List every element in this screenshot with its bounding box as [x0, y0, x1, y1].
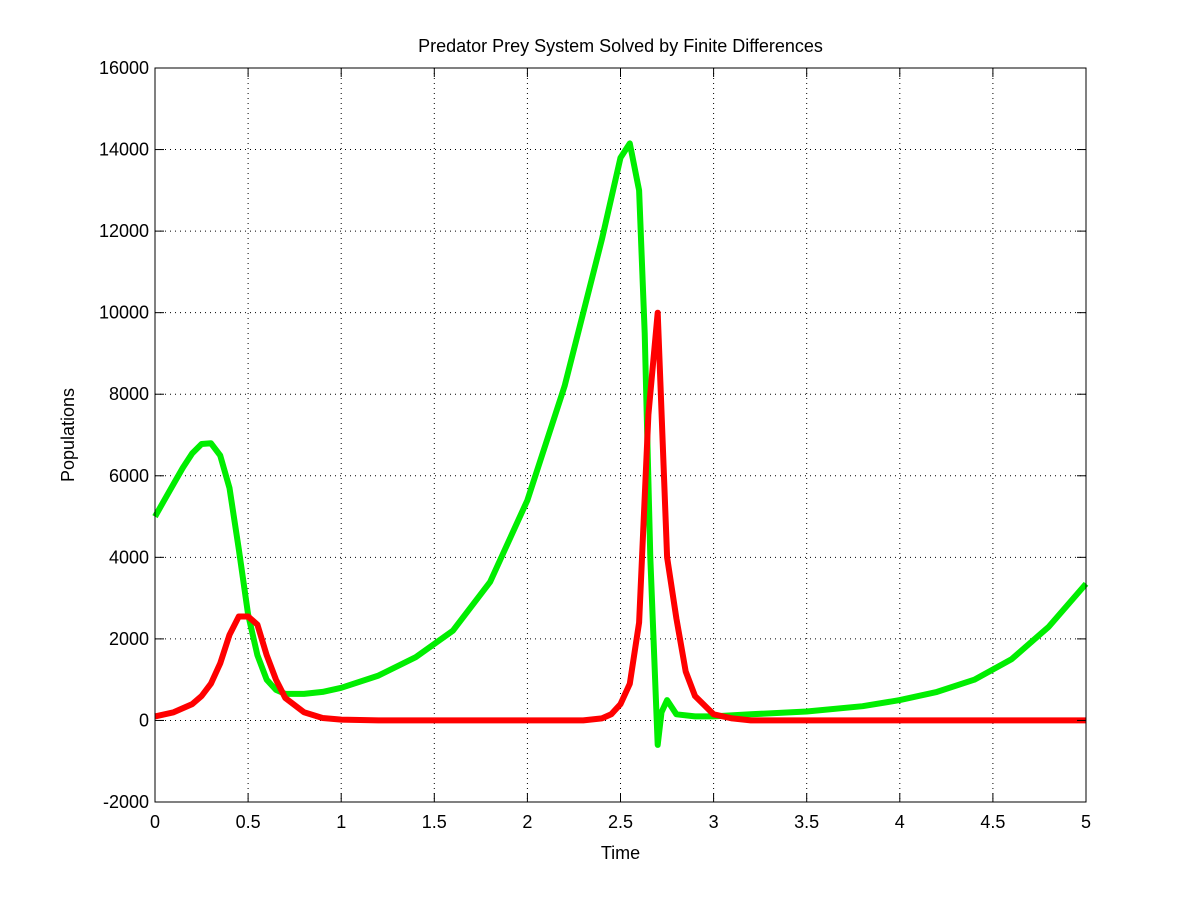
series-line-prey: [152, 140, 1089, 748]
y-tick-label: 0: [139, 710, 149, 730]
x-tick-label: 0.5: [236, 812, 261, 832]
x-tick-label: 1.5: [422, 812, 447, 832]
y-tick-label: -2000: [103, 792, 149, 812]
y-tick-label: 2000: [109, 629, 149, 649]
y-tick-label: 16000: [99, 58, 149, 78]
x-tick-label: 2: [522, 812, 532, 832]
x-axis-label: Time: [601, 843, 640, 863]
y-tick-label: 14000: [99, 140, 149, 160]
x-tick-label: 5: [1081, 812, 1091, 832]
series-lines: [152, 140, 1089, 748]
series-line-predator: [154, 309, 1086, 724]
x-tick-label: 4.5: [980, 812, 1005, 832]
x-tick-label: 2.5: [608, 812, 633, 832]
x-tick-label: 3: [709, 812, 719, 832]
y-tick-label: 6000: [109, 466, 149, 486]
chart-title: Predator Prey System Solved by Finite Di…: [418, 36, 823, 56]
y-axis-label: Populations: [58, 388, 78, 482]
x-tick-label: 0: [150, 812, 160, 832]
x-tick-label: 3.5: [794, 812, 819, 832]
axis-ticks: 0 0.5 1 1.5 2 2.5 3 3.5 4 4.5 5-200002000400060008…: [99, 58, 1091, 832]
x-tick-label: 4: [895, 812, 905, 832]
y-tick-label: 4000: [109, 547, 149, 567]
y-tick-label: 10000: [99, 303, 149, 323]
y-tick-label: 8000: [109, 384, 149, 404]
x-tick-label: 1: [336, 812, 346, 832]
grid: [155, 68, 1086, 802]
y-tick-label: 12000: [99, 221, 149, 241]
